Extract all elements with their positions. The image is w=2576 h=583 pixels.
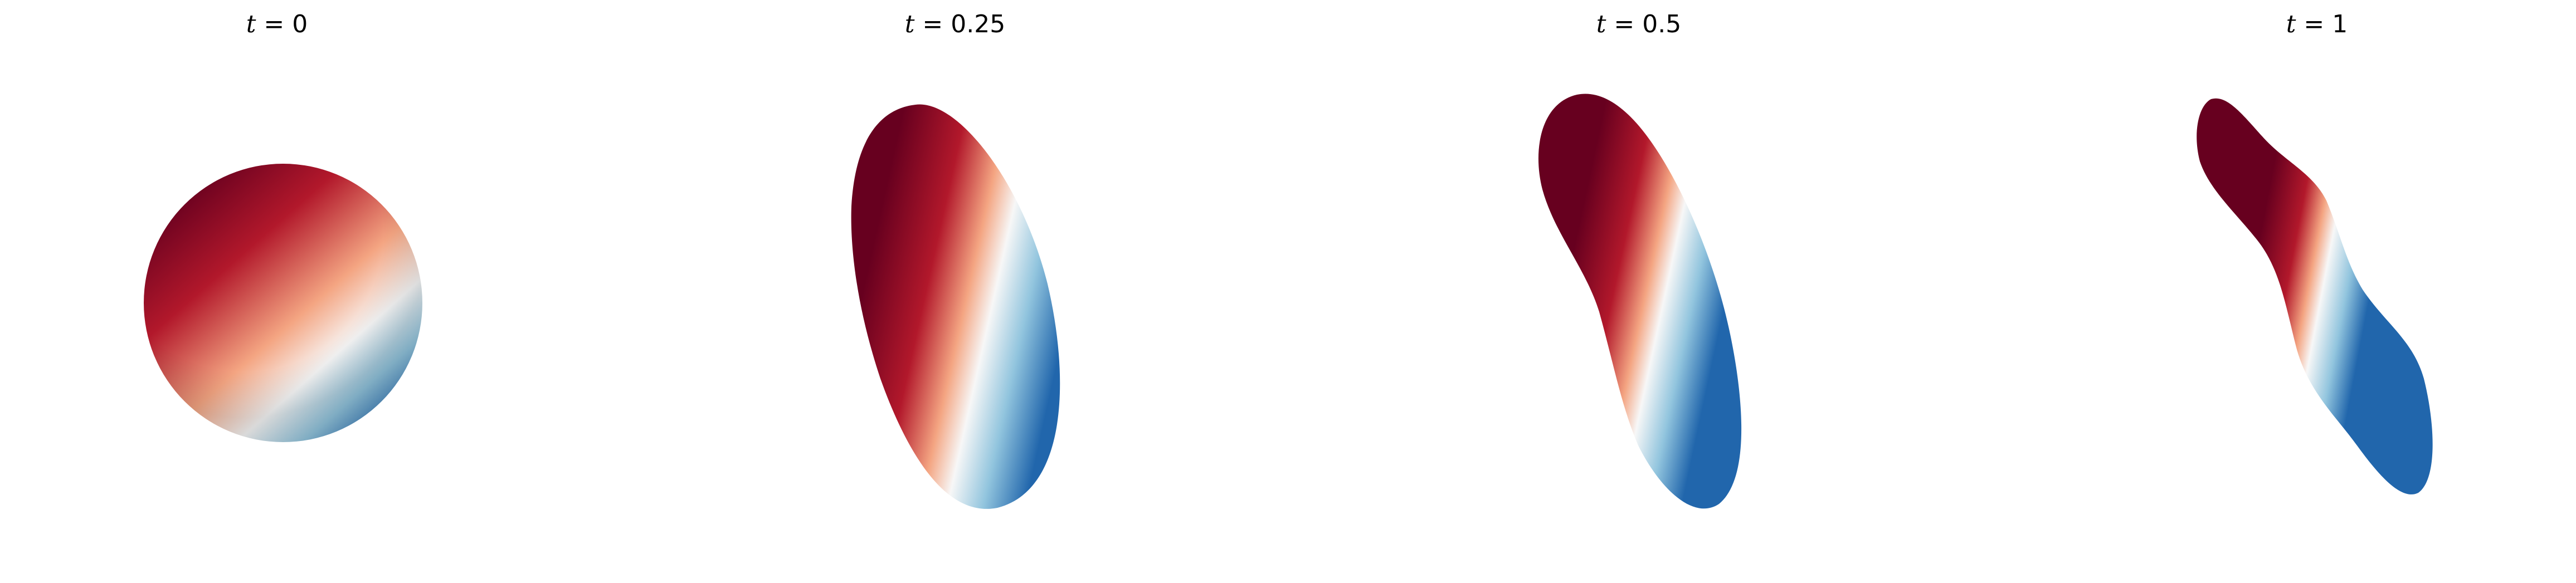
- time-variable: t: [2286, 10, 2296, 38]
- shape-t0-sphere: [144, 164, 422, 442]
- panel-title-1: t = 0: [246, 12, 308, 37]
- panel-title-3: t = 0.5: [1596, 12, 1682, 37]
- shape-t05-elongated: [1538, 94, 1742, 509]
- time-variable: t: [904, 10, 915, 38]
- time-value: 0: [292, 10, 308, 38]
- equals-sign: =: [264, 10, 285, 38]
- time-value: 0.25: [951, 10, 1006, 38]
- equals-sign: =: [922, 10, 943, 38]
- shape-t025-ellipsoid: [851, 104, 1060, 509]
- time-value: 0.5: [1642, 10, 1682, 38]
- shape-t1-ribbon: [2197, 98, 2433, 494]
- time-value: 1: [2332, 10, 2348, 38]
- equals-sign: =: [2304, 10, 2325, 38]
- panel-title-4: t = 1: [2286, 12, 2348, 37]
- time-variable: t: [246, 10, 256, 38]
- panel-title-2: t = 0.25: [905, 12, 1006, 37]
- time-variable: t: [1596, 10, 1606, 38]
- equals-sign: =: [1614, 10, 1635, 38]
